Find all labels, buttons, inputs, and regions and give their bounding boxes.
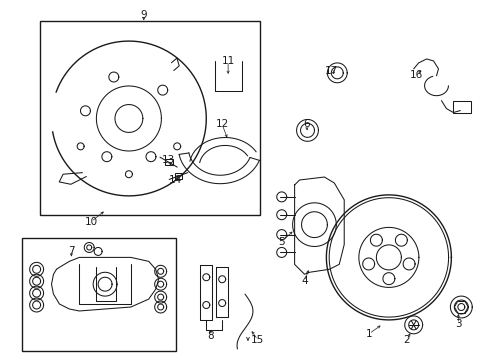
- Text: 9: 9: [140, 10, 147, 20]
- Bar: [452, 100, 470, 113]
- Text: 10: 10: [84, 217, 98, 227]
- Text: 3: 3: [454, 319, 461, 329]
- Bar: [21, 238, 175, 351]
- Bar: [40, 21, 259, 215]
- Text: 5: 5: [278, 237, 285, 247]
- Text: 7: 7: [68, 247, 75, 256]
- Text: 2: 2: [403, 335, 409, 345]
- Text: 11: 11: [221, 56, 234, 66]
- Text: 8: 8: [206, 331, 213, 341]
- Bar: [164, 159, 172, 165]
- Text: 17: 17: [324, 66, 337, 76]
- Text: 16: 16: [409, 70, 423, 80]
- Text: 6: 6: [303, 120, 309, 130]
- Text: 14: 14: [168, 175, 182, 185]
- Text: 12: 12: [215, 120, 228, 130]
- Text: 15: 15: [251, 335, 264, 345]
- Text: 1: 1: [365, 329, 371, 339]
- Text: 4: 4: [301, 276, 307, 286]
- Bar: [174, 173, 182, 179]
- Text: 13: 13: [162, 155, 175, 165]
